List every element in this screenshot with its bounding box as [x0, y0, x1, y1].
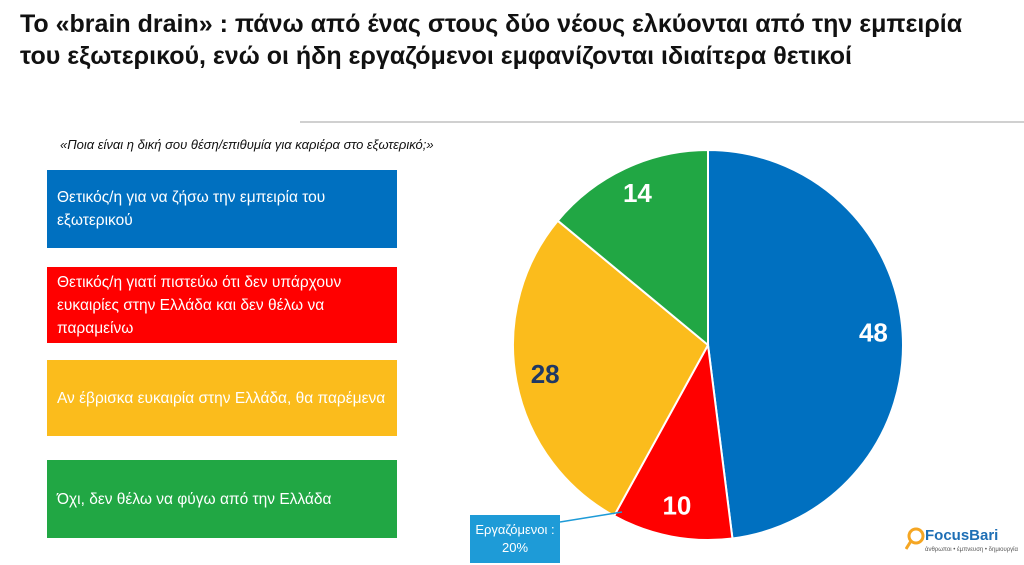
legend-item: Θετικός/η για να ζήσω την εμπειρία του ε…: [47, 170, 397, 248]
subtitle: «Ποια είναι η δική σου θέση/επιθυμία για…: [60, 137, 434, 152]
legend-item: Θετικός/η γιατί πιστεύω ότι δεν υπάρχουν…: [47, 267, 397, 343]
data-label: 48: [859, 317, 888, 347]
logo-tagline: άνθρωποι • έμπνευση • δημιουργία: [925, 547, 1018, 553]
annotation: Εργαζόμενοι : 20%: [470, 515, 560, 563]
pie-slice: [512, 219, 710, 518]
annotation-leader: [559, 511, 623, 523]
logo-name: FocusBari: [925, 527, 999, 544]
pie-slice: [707, 148, 904, 540]
data-label: 14: [623, 178, 652, 208]
data-label: 10: [662, 491, 691, 521]
pie-slice: [556, 148, 709, 348]
legend-item: Αν έβρισκα ευκαιρία στην Ελλάδα, θα παρέ…: [47, 360, 397, 436]
logo-icon: [905, 527, 925, 550]
title: Το «brain drain» : πάνω από ένας στους δ…: [20, 10, 963, 70]
pie-slice: [612, 341, 734, 541]
divider: [300, 121, 1024, 123]
legend-item: Όχι, δεν θέλω να φύγω από την Ελλάδα: [47, 460, 397, 538]
data-label: 28: [531, 359, 560, 389]
